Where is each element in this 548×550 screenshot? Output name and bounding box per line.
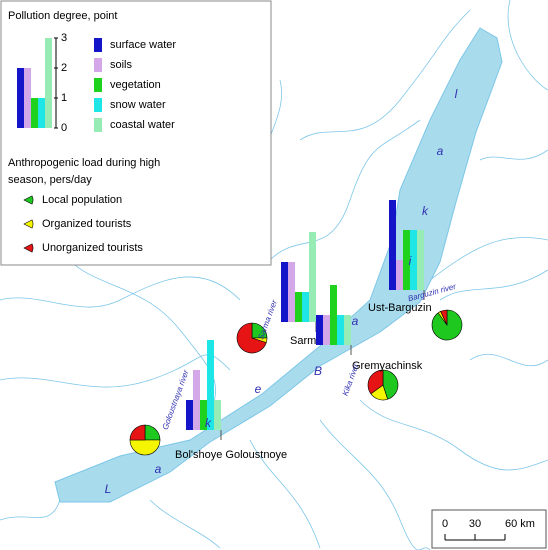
lake-letter: a (155, 462, 162, 476)
legend-bar (17, 68, 24, 128)
bar (403, 230, 410, 290)
bar (396, 260, 403, 290)
lake-letter: B (314, 364, 322, 378)
lake-letter: i (409, 254, 412, 268)
lake-letter: k (422, 204, 429, 218)
legend-swatch (94, 118, 102, 132)
tick-label: 3 (61, 32, 67, 44)
lake-letter: a (437, 144, 444, 158)
lake-letter: a (352, 314, 359, 328)
bar (302, 292, 309, 322)
bar (295, 292, 302, 322)
bar (410, 230, 417, 290)
tick-label: 2 (61, 62, 67, 74)
legend-label: Unorganized tourists (42, 242, 143, 254)
bar (281, 262, 288, 322)
line: season, pers/day (8, 174, 92, 186)
legend-label: coastal water (110, 119, 175, 131)
bar (193, 370, 200, 430)
bar (344, 315, 351, 345)
lake-letter: e (255, 382, 262, 396)
pie-slice (129, 439, 161, 456)
legend-bar (45, 38, 52, 128)
place-label: Sarma (290, 335, 323, 347)
legend-title: Anthropogenic load during high season, pe… (8, 157, 160, 186)
lake-letter: l (455, 87, 458, 101)
legend-bar (31, 98, 38, 128)
bar (207, 340, 214, 430)
scale-label: 30 (469, 518, 481, 530)
pie-slice (367, 369, 384, 395)
legend-bar (24, 68, 31, 128)
legend-swatch (94, 78, 102, 92)
bar (323, 315, 330, 345)
bar (330, 285, 337, 345)
lake-letter: L (105, 482, 112, 496)
scale-label: 0 (442, 518, 448, 530)
scale-box (431, 509, 547, 549)
tick-label: 1 (61, 92, 67, 104)
bar (214, 400, 221, 430)
pie-slice (129, 424, 146, 441)
place-label: Ust-Barguzin (368, 302, 432, 314)
legend-label: surface water (110, 39, 176, 51)
legend-swatch (94, 38, 102, 52)
lake-letter: k (205, 416, 212, 430)
legend-swatch (94, 98, 102, 112)
legend-symbol (23, 219, 34, 229)
legend-label: snow water (110, 99, 166, 111)
place-label: Gremyachinsk (352, 360, 423, 372)
pie-slice (440, 309, 448, 326)
bar (417, 230, 424, 290)
legend-label: Organized tourists (42, 218, 132, 230)
bar (337, 315, 344, 345)
bar (200, 400, 207, 430)
bar (316, 315, 323, 345)
legend-swatch (94, 58, 102, 72)
pie-slice (382, 369, 399, 400)
legend-label: Local population (42, 194, 122, 206)
bar (309, 232, 316, 322)
scale-label: 60 km (505, 518, 535, 530)
line: Anthropogenic load during high (8, 157, 160, 169)
legend-bar (38, 98, 45, 128)
bar (186, 400, 193, 430)
bar (389, 200, 396, 290)
place-label: Bol'shoye Goloustnoye (175, 449, 287, 461)
pie-slice (236, 322, 267, 354)
legend-label: soils (110, 59, 133, 71)
legend-label: vegetation (110, 79, 161, 91)
legend-symbol (23, 243, 34, 253)
tick-label: 0 (61, 122, 67, 134)
legend-symbol (23, 195, 34, 205)
legend-title: Pollution degree, point (8, 10, 117, 22)
bar (288, 262, 295, 322)
